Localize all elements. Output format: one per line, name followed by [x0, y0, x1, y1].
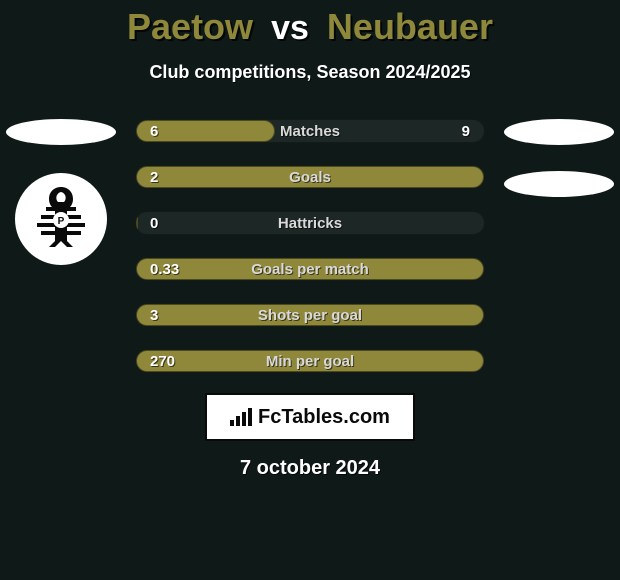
title: Paetow vs Neubauer — [0, 0, 620, 48]
left-accent-column: P — [6, 119, 116, 269]
team-crest: P — [11, 169, 111, 269]
svg-text:P: P — [58, 216, 65, 227]
brand-badge[interactable]: FcTables.com — [205, 393, 415, 441]
right-value: 9 — [462, 123, 470, 140]
footer-date: 7 october 2024 — [0, 457, 620, 480]
left-value: 0 — [150, 215, 158, 232]
ascending-bars-icon — [230, 408, 252, 426]
accent-ellipse — [504, 171, 614, 197]
accent-ellipse — [504, 119, 614, 145]
accent-ellipse — [6, 119, 116, 145]
metric-label: Matches — [280, 123, 340, 140]
stat-bars: 6 Matches 9 2 Goals 0 Hattricks — [135, 119, 485, 373]
metric-label: Shots per goal — [258, 307, 362, 324]
player1-name: Paetow — [127, 6, 253, 47]
right-accent-column — [504, 119, 614, 197]
stat-row-shots-per-goal: 3 Shots per goal — [135, 303, 485, 327]
left-value: 0.33 — [150, 261, 179, 278]
stat-row-hattricks: 0 Hattricks — [135, 211, 485, 235]
metric-label: Goals per match — [251, 261, 369, 278]
subtitle: Club competitions, Season 2024/2025 — [0, 62, 620, 83]
left-value: 2 — [150, 169, 158, 186]
content-region: P 6 Matches 9 2 Goals — [0, 119, 620, 480]
left-value: 270 — [150, 353, 175, 370]
metric-label: Hattricks — [278, 215, 342, 232]
metric-label: Goals — [289, 169, 331, 186]
comparison-card: Paetow vs Neubauer Club competitions, Se… — [0, 0, 620, 580]
stat-row-goals: 2 Goals — [135, 165, 485, 189]
vs-label: vs — [271, 9, 309, 47]
player2-name: Neubauer — [327, 6, 493, 47]
metric-label: Min per goal — [266, 353, 354, 370]
stat-row-matches: 6 Matches 9 — [135, 119, 485, 143]
left-value: 3 — [150, 307, 158, 324]
brand-text: FcTables.com — [258, 406, 390, 429]
stat-row-min-per-goal: 270 Min per goal — [135, 349, 485, 373]
stat-row-goals-per-match: 0.33 Goals per match — [135, 257, 485, 281]
left-value: 6 — [150, 123, 158, 140]
